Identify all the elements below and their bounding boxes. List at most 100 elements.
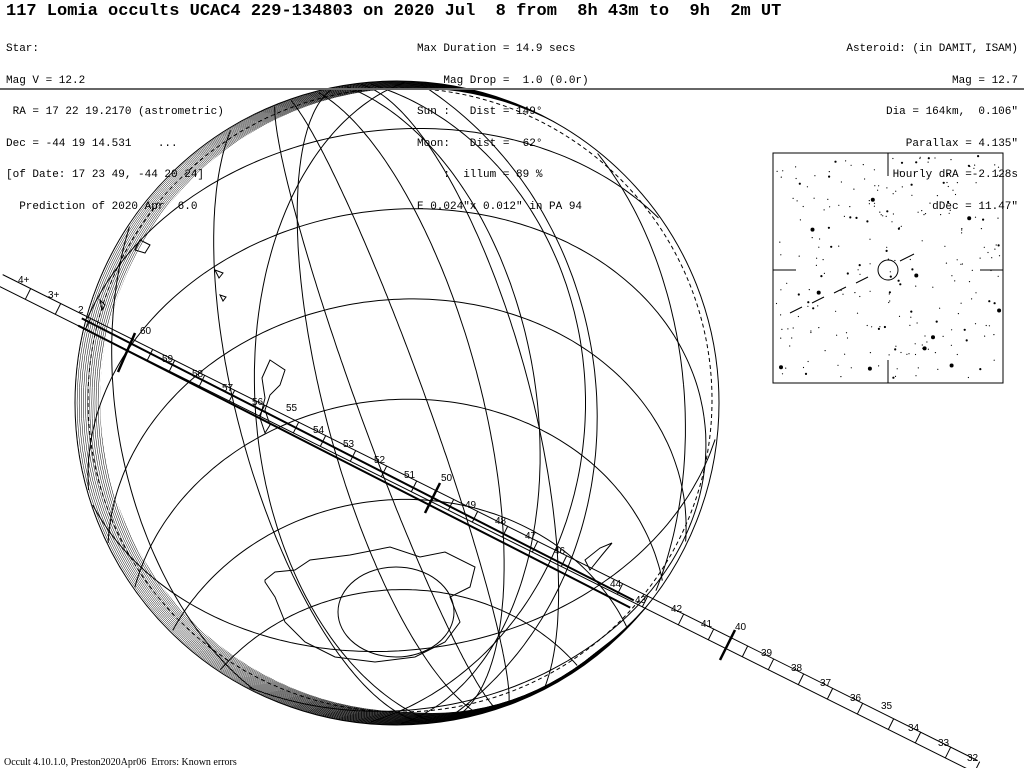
minute-tick (767, 658, 775, 670)
star (942, 181, 945, 184)
star (869, 263, 871, 265)
star (980, 228, 983, 230)
star (988, 325, 991, 327)
time-label: 48 (495, 516, 507, 527)
star (837, 364, 839, 366)
meridian (370, 403, 586, 723)
star (874, 185, 876, 187)
minute-tick (887, 718, 895, 730)
time-label: 2 (78, 305, 84, 316)
star (867, 366, 872, 371)
star (828, 175, 831, 178)
star (798, 255, 800, 257)
meridian (253, 82, 432, 722)
star (895, 190, 897, 192)
minute-tick (856, 703, 864, 715)
star (956, 182, 959, 184)
antarctic-circle (337, 566, 455, 658)
star (810, 331, 812, 334)
star (979, 257, 981, 259)
star (828, 171, 830, 173)
star (883, 325, 887, 329)
star (931, 335, 935, 340)
star (909, 258, 911, 261)
meridian (296, 88, 477, 714)
meridian (346, 86, 533, 367)
star (985, 324, 987, 327)
star (965, 339, 968, 342)
star (956, 259, 958, 261)
time-label: 4+ (18, 275, 30, 286)
star (997, 217, 999, 219)
star (871, 326, 873, 328)
time-label: 39 (761, 648, 773, 659)
star (894, 259, 896, 262)
star (921, 344, 923, 346)
star (886, 210, 889, 213)
meridian (400, 366, 541, 725)
time-label: 53 (343, 439, 355, 450)
star (897, 227, 901, 230)
star (997, 166, 1000, 168)
star (919, 157, 921, 160)
time-label: 51 (404, 470, 416, 481)
star (956, 353, 958, 356)
star (934, 352, 937, 354)
star (878, 365, 880, 367)
star (843, 215, 846, 217)
star (906, 353, 908, 355)
star (842, 293, 844, 295)
star (979, 368, 982, 371)
minute-tick (707, 628, 715, 640)
meridian (318, 92, 477, 372)
star (888, 293, 890, 295)
star (945, 262, 948, 264)
star (963, 328, 966, 331)
minute-tick (741, 645, 749, 657)
star (838, 245, 840, 247)
star (886, 246, 888, 248)
star (932, 286, 934, 288)
minute-tick (292, 421, 300, 434)
time-label: 57 (222, 383, 234, 394)
star (882, 215, 884, 217)
star-chart-frame (772, 152, 1004, 384)
prediction-date: Prediction of 2020 Apr 6.0 (6, 200, 198, 213)
minute-tick (84, 318, 92, 330)
minute-tick (914, 731, 922, 744)
parallel (683, 499, 687, 542)
star (779, 241, 781, 243)
star (971, 269, 973, 271)
star-mag: Mag V = 12.2 (6, 74, 86, 87)
star (954, 280, 956, 282)
star (822, 259, 824, 261)
star (896, 368, 898, 370)
asteroid-info: Asteroid: (in DAMIT, ISAM) Mag = 12.7 Di… (846, 23, 1018, 223)
star (991, 257, 993, 259)
star (942, 335, 944, 337)
star (791, 337, 793, 339)
meridian (290, 100, 424, 392)
star (895, 345, 897, 347)
star (849, 216, 852, 219)
path-edge-line (77, 324, 631, 609)
star (951, 275, 953, 277)
path-edge-line (81, 317, 635, 602)
parallel (86, 128, 659, 319)
star (936, 195, 939, 197)
star (915, 161, 918, 164)
star (924, 335, 926, 337)
minute-tick (228, 390, 236, 402)
time-label: 56 (252, 397, 264, 408)
star (889, 300, 891, 302)
asteroid-dia: Dia = 164km, 0.106" (885, 106, 1018, 118)
star (806, 186, 809, 188)
time-label: 55 (286, 403, 298, 414)
meridian (370, 83, 586, 403)
star (914, 343, 916, 345)
star (870, 197, 875, 202)
mag-drop: Mag Drop = 1.0 (0.0r) (417, 74, 589, 87)
star (781, 328, 783, 330)
star (816, 257, 818, 259)
star (782, 170, 784, 172)
